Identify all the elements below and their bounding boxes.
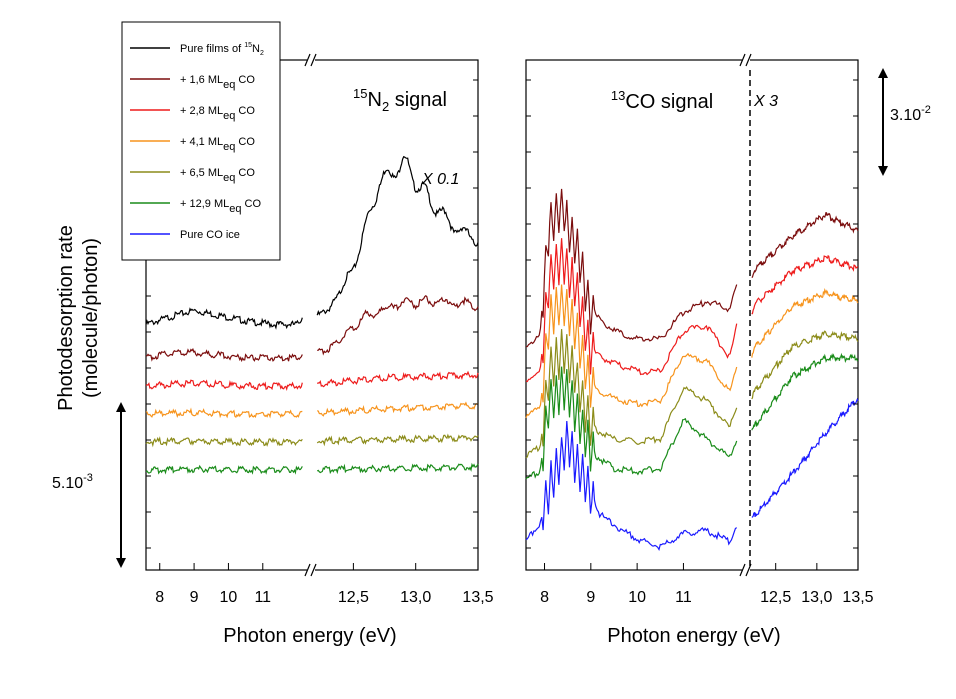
legend: Pure films of 15N2+ 1,6 MLeq CO+ 2,8 MLe… <box>121 21 281 261</box>
x-tick-label: 11 <box>254 589 271 606</box>
series-line-+ 1,6 MLeq CO <box>317 295 479 356</box>
series-line-+ 1,6 MLeq CO <box>525 188 738 348</box>
series-line-+ 6,5 MLeq CO <box>751 330 859 400</box>
right-scale-label: 3.10-2 <box>890 104 931 124</box>
series-line-+ 6,5 MLeq CO <box>145 436 303 448</box>
series-line-+ 12,9 MLeq CO <box>751 352 859 431</box>
break-gap <box>742 54 750 66</box>
x-tick-label: 12,5 <box>338 589 369 606</box>
left-scale-label: 5.10-3 <box>52 472 93 492</box>
y-axis-label-line2: (molecule/photon) <box>80 238 102 398</box>
x-tick-label: 10 <box>628 589 646 606</box>
series-line-+ 4,1 MLeq CO <box>145 407 303 419</box>
legend-entry-label: Pure CO ice <box>180 229 240 241</box>
x-tick-label: 11 <box>675 589 692 606</box>
spectra-curves <box>145 155 859 552</box>
right-scale-bar <box>878 68 888 176</box>
x-tick-label: 12,5 <box>760 589 791 606</box>
series-line-+ 2,8 MLeq CO <box>316 370 479 388</box>
x-tick-label: 8 <box>155 589 164 606</box>
break-gap <box>307 54 315 66</box>
series-line-+ 12,9 MLeq CO <box>145 464 303 475</box>
axis-tick-labels: 8 9 10 11 12,5 13,0 13,5 8 9 10 11 12,5 13,0 13,5 <box>155 589 873 606</box>
x-tick-label: 13,0 <box>801 589 832 606</box>
series-line-+ 4,1 MLeq CO <box>316 401 479 417</box>
break-gap <box>307 564 315 576</box>
series-line-+ 12,9 MLeq CO <box>525 366 738 480</box>
left-scale-bar <box>116 402 126 568</box>
x-tick-label: 13,5 <box>462 589 493 606</box>
x-tick-label: 10 <box>220 589 238 606</box>
panel-frame-1 <box>525 59 859 571</box>
break-gap <box>742 564 750 576</box>
x-axis-label-right: Photon energy (eV) <box>607 625 780 647</box>
left-scale-annotation: X 0.1 <box>421 171 459 188</box>
x-tick-label: 13,5 <box>842 589 873 606</box>
y-axis-label-line1: Photodesorption rate <box>55 225 77 411</box>
x-tick-label: 8 <box>540 589 549 606</box>
series-line-+ 1,6 MLeq CO <box>145 347 303 363</box>
axis-break-marks <box>304 53 752 577</box>
series-line-Pure films of 15N2 <box>316 155 479 316</box>
break-mark <box>739 563 746 577</box>
left-panel-title: 15N2 signal <box>353 86 447 114</box>
series-line-+ 2,8 MLeq CO <box>751 254 858 315</box>
right-scale-annotation: X 3 <box>753 93 778 110</box>
break-mark <box>310 53 317 67</box>
right-panel-title: 13CO signal <box>611 88 713 113</box>
series-line-Pure films of 15N2 <box>145 307 303 330</box>
legend-entry-label: Pure films of 15N2 <box>180 42 264 57</box>
x-tick-label: 9 <box>586 589 595 606</box>
break-mark <box>304 53 311 67</box>
series-line-+ 12,9 MLeq CO <box>316 462 479 475</box>
series-line-+ 4,1 MLeq CO <box>751 288 859 358</box>
series-line-+ 6,5 MLeq CO <box>316 433 479 447</box>
break-mark <box>310 563 317 577</box>
series-line-+ 2,8 MLeq CO <box>145 379 303 391</box>
break-mark <box>739 53 746 67</box>
x-tick-label: 13,0 <box>400 589 431 606</box>
break-mark <box>304 563 311 577</box>
series-line-Pure CO ice <box>525 420 738 552</box>
x-axis-label-left: Photon energy (eV) <box>223 625 396 647</box>
series-line-+ 4,1 MLeq CO <box>525 284 738 419</box>
series-line-+ 1,6 MLeq CO <box>751 212 859 279</box>
x-tick-label: 9 <box>190 589 199 606</box>
break-mark <box>745 53 752 67</box>
series-line-+ 6,5 MLeq CO <box>525 329 738 459</box>
series-line-Pure CO ice <box>751 397 859 518</box>
series-line-+ 2,8 MLeq CO <box>525 238 738 383</box>
